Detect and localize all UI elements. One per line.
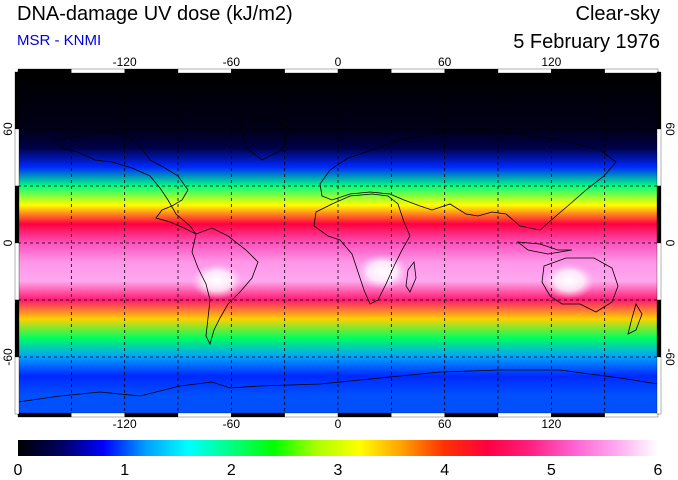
frame-tick-bar bbox=[17, 412, 72, 418]
latitude-labels-left: 60 0 -60 bbox=[1, 122, 15, 366]
colorbar-tick-label: 4 bbox=[440, 462, 449, 479]
colorbar bbox=[18, 440, 658, 456]
frame-tick-bar bbox=[656, 356, 662, 415]
uv-hotspot bbox=[543, 263, 596, 299]
longitude-tick-label: 0 bbox=[335, 417, 342, 431]
frame-tick-bar bbox=[656, 242, 662, 301]
longitude-tick-label: -60 bbox=[223, 417, 241, 431]
coastline-south-america bbox=[191, 227, 259, 346]
frame-tick-bar bbox=[14, 356, 20, 415]
map-title: DNA-damage UV dose (kJ/m2) bbox=[17, 3, 293, 25]
frame-tick-bar bbox=[444, 412, 499, 418]
latitude-tick-label: -60 bbox=[663, 348, 677, 366]
colorbar-tick-label: 3 bbox=[334, 462, 343, 479]
coastline-antarctica bbox=[18, 369, 658, 403]
frame-tick-bar bbox=[656, 185, 662, 244]
gridlines bbox=[18, 72, 658, 414]
uv-hotspot bbox=[191, 263, 244, 299]
frame-tick-bar bbox=[14, 185, 20, 244]
frame-tick-bar bbox=[177, 68, 232, 74]
coastline-australia bbox=[541, 257, 619, 313]
frame-tick-bar bbox=[17, 68, 72, 74]
frame-tick-bar bbox=[444, 68, 499, 74]
coastline-indonesia bbox=[516, 241, 573, 255]
hotspots bbox=[191, 253, 596, 299]
frame-tick-bar bbox=[14, 242, 20, 301]
longitude-tick-label: -60 bbox=[223, 55, 241, 69]
frame-tick-bar bbox=[656, 71, 662, 130]
colorbar-tick-label: 6 bbox=[654, 462, 663, 479]
colorbar-tick-label: 1 bbox=[120, 462, 129, 479]
source-label: MSR - KNMI bbox=[17, 32, 102, 49]
frame-tick-bar bbox=[231, 68, 285, 74]
longitude-tick-label: 120 bbox=[541, 417, 561, 431]
frame-ticks bbox=[14, 68, 662, 418]
longitude-tick-label: -120 bbox=[113, 417, 137, 431]
coastline-north-america bbox=[54, 131, 197, 235]
frame-tick-bar bbox=[337, 412, 392, 418]
coastline-greenland bbox=[239, 117, 291, 161]
longitude-tick-label: -120 bbox=[113, 55, 137, 69]
latitude-tick-label: 0 bbox=[663, 240, 677, 247]
coastline-new-zealand bbox=[627, 303, 643, 335]
colorbar-tick-label: 5 bbox=[547, 462, 556, 479]
latitude-labels-right: 60 0 -60 bbox=[663, 122, 677, 366]
latitude-tick-label: 60 bbox=[1, 122, 15, 136]
frame-tick-bar bbox=[604, 412, 659, 418]
latitude-tick-label: 60 bbox=[663, 122, 677, 136]
frame-tick-bar bbox=[14, 71, 20, 130]
coastline-madagascar bbox=[405, 260, 417, 293]
frame-tick-bar bbox=[14, 299, 20, 358]
map-area bbox=[18, 72, 658, 414]
frame-tick-bar bbox=[656, 299, 662, 358]
coastline-afro-eurasia bbox=[313, 129, 617, 305]
uv-hotspot bbox=[356, 253, 409, 290]
frame-tick-bar bbox=[497, 68, 552, 74]
longitude-labels-top: -120 -60 0 60 120 bbox=[113, 55, 562, 69]
frame-tick-bar bbox=[14, 128, 20, 187]
latitude-tick-label: 0 bbox=[1, 239, 15, 246]
frame-tick-bar bbox=[604, 68, 659, 74]
frame-tick-bar bbox=[284, 412, 339, 418]
longitude-tick-label: 0 bbox=[335, 55, 342, 69]
colorbar-tick-label: 2 bbox=[227, 462, 236, 479]
longitude-tick-label: 60 bbox=[438, 55, 452, 69]
longitude-tick-label: 60 bbox=[438, 417, 452, 431]
latitude-tick-label: -60 bbox=[1, 348, 15, 366]
frame-tick-bar bbox=[391, 68, 445, 74]
longitude-tick-label: 120 bbox=[541, 55, 561, 69]
colorbar-labels: 0 1 2 3 4 5 6 bbox=[14, 462, 663, 479]
sky-condition-label: Clear-sky bbox=[575, 3, 660, 25]
colorbar-tick-label: 0 bbox=[14, 462, 23, 479]
frame-tick-bar bbox=[551, 68, 605, 74]
frame-tick-bar bbox=[337, 68, 392, 74]
date-label: 5 February 1976 bbox=[513, 31, 660, 53]
frame-tick-bar bbox=[391, 412, 445, 418]
frame-tick-bar bbox=[124, 68, 179, 74]
coastlines bbox=[18, 117, 658, 403]
longitude-labels-bottom: -120 -60 0 60 120 bbox=[113, 417, 562, 431]
frame-tick-bar bbox=[284, 68, 339, 74]
frame-tick-bar bbox=[71, 68, 125, 74]
frame-tick-bar bbox=[656, 128, 662, 187]
